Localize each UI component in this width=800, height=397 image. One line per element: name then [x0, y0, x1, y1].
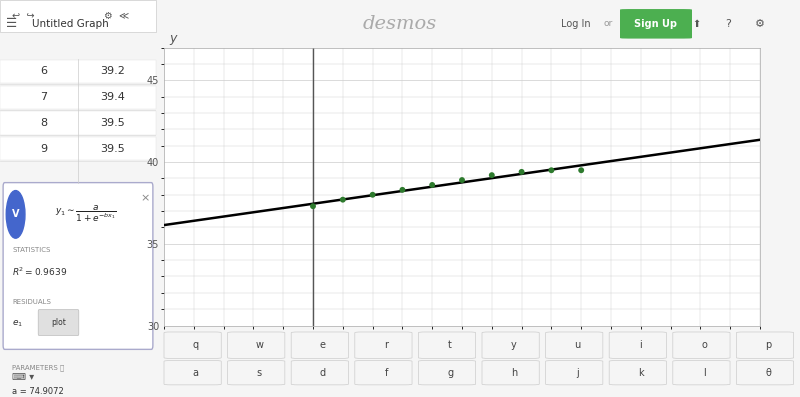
FancyBboxPatch shape [620, 9, 692, 39]
Text: θ: θ [766, 368, 771, 378]
Text: desmos: desmos [363, 15, 437, 33]
Text: h: h [510, 368, 517, 378]
FancyBboxPatch shape [546, 332, 603, 358]
Text: ☰: ☰ [6, 17, 18, 30]
FancyBboxPatch shape [164, 360, 222, 385]
Text: 8: 8 [40, 118, 47, 128]
Text: u: u [574, 340, 581, 350]
Text: PARAMETERS ⓘ: PARAMETERS ⓘ [13, 364, 65, 370]
Text: q: q [193, 340, 199, 350]
FancyBboxPatch shape [0, 0, 156, 32]
Text: a: a [193, 368, 199, 378]
FancyBboxPatch shape [0, 112, 156, 135]
FancyBboxPatch shape [610, 360, 666, 385]
Text: r: r [385, 340, 389, 350]
Text: 39.2: 39.2 [100, 66, 125, 77]
Text: s: s [257, 368, 262, 378]
Text: y: y [170, 32, 177, 45]
FancyBboxPatch shape [673, 332, 730, 358]
FancyBboxPatch shape [164, 332, 222, 358]
FancyBboxPatch shape [736, 332, 794, 358]
Circle shape [6, 191, 25, 238]
Point [337, 197, 350, 203]
Text: plot: plot [51, 318, 66, 327]
Text: ?: ? [725, 19, 731, 29]
FancyBboxPatch shape [0, 60, 156, 83]
FancyBboxPatch shape [546, 360, 603, 385]
FancyBboxPatch shape [227, 360, 285, 385]
Point [515, 169, 528, 175]
Point [545, 167, 558, 173]
Text: d: d [320, 368, 326, 378]
Point [486, 172, 498, 178]
Text: Untitled Graph: Untitled Graph [32, 19, 109, 29]
Text: g: g [447, 368, 454, 378]
FancyBboxPatch shape [673, 360, 730, 385]
FancyBboxPatch shape [354, 332, 412, 358]
Text: 39.4: 39.4 [100, 92, 125, 102]
Text: or: or [603, 19, 613, 28]
FancyBboxPatch shape [482, 332, 539, 358]
FancyBboxPatch shape [418, 360, 476, 385]
FancyBboxPatch shape [418, 332, 476, 358]
Text: ⚙  ≪: ⚙ ≪ [104, 11, 130, 21]
FancyBboxPatch shape [291, 360, 349, 385]
Text: Sign Up: Sign Up [634, 19, 678, 29]
Text: ⬆: ⬆ [692, 19, 700, 29]
Text: $e_1$: $e_1$ [13, 318, 23, 329]
FancyBboxPatch shape [482, 360, 539, 385]
Text: f: f [385, 368, 388, 378]
Text: i: i [640, 340, 642, 350]
Text: t: t [448, 340, 452, 350]
Point [306, 203, 319, 209]
FancyBboxPatch shape [0, 137, 156, 160]
Point [366, 192, 379, 198]
Point [396, 187, 409, 193]
Text: STATISTICS: STATISTICS [13, 247, 51, 253]
Text: $y_1 \sim \dfrac{a}{1+e^{-bx_1}}$: $y_1 \sim \dfrac{a}{1+e^{-bx_1}}$ [55, 204, 117, 224]
Text: ×: × [140, 193, 150, 204]
Text: a = 74.9072: a = 74.9072 [13, 387, 64, 395]
FancyBboxPatch shape [3, 183, 153, 349]
FancyBboxPatch shape [0, 86, 156, 109]
Text: k: k [638, 368, 644, 378]
Text: p: p [765, 340, 771, 350]
Text: $R^2 = 0.9639$: $R^2 = 0.9639$ [13, 266, 68, 278]
Text: 9: 9 [40, 144, 47, 154]
Text: Log In: Log In [561, 19, 591, 29]
Text: 6: 6 [40, 66, 47, 77]
Point [456, 177, 469, 183]
Text: 39.5: 39.5 [100, 118, 125, 128]
FancyBboxPatch shape [610, 332, 666, 358]
FancyBboxPatch shape [291, 332, 349, 358]
Text: 39.5: 39.5 [100, 144, 125, 154]
Text: RESIDUALS: RESIDUALS [13, 299, 51, 305]
Text: w: w [255, 340, 263, 350]
FancyBboxPatch shape [38, 310, 78, 335]
Text: V: V [12, 209, 19, 220]
Text: e: e [320, 340, 326, 350]
Point [574, 167, 587, 173]
Text: ⌨ ▾: ⌨ ▾ [12, 372, 34, 382]
FancyBboxPatch shape [354, 360, 412, 385]
Point [426, 182, 438, 188]
FancyBboxPatch shape [227, 332, 285, 358]
Text: y: y [511, 340, 517, 350]
Text: j: j [576, 368, 578, 378]
Text: o: o [702, 340, 707, 350]
Text: ⚙: ⚙ [755, 19, 765, 29]
Text: ↩  ↪: ↩ ↪ [12, 11, 34, 21]
Text: l: l [703, 368, 706, 378]
Text: 7: 7 [40, 92, 47, 102]
FancyBboxPatch shape [736, 360, 794, 385]
